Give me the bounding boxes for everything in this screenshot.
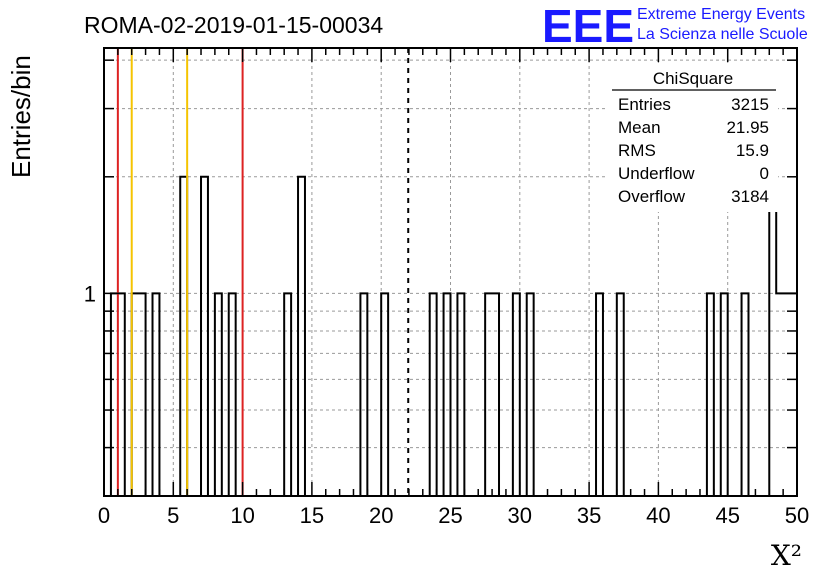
histogram-bar <box>492 293 499 496</box>
marker-lines <box>116 48 410 496</box>
histogram-bar <box>215 293 222 496</box>
histogram-bar <box>229 293 236 496</box>
stats-label: Mean <box>618 118 661 137</box>
histogram-bar <box>790 293 797 496</box>
stats-value: 15.9 <box>736 141 769 160</box>
x-tick-label: 20 <box>369 503 393 528</box>
histogram-bar <box>617 293 624 496</box>
x-tick-label: 40 <box>646 503 670 528</box>
histogram-bar <box>180 177 187 496</box>
logo-line1: Extreme Energy Events <box>637 6 805 23</box>
x-tick-label: 45 <box>715 503 739 528</box>
stats-value: 21.95 <box>726 118 769 137</box>
histogram-bar <box>381 293 388 496</box>
x-tick-label: 25 <box>438 503 462 528</box>
histogram-bar <box>769 177 776 496</box>
stats-label: RMS <box>618 141 656 160</box>
x-tick-label: 0 <box>98 503 110 528</box>
y-axis-label: Entries/bin <box>6 55 36 178</box>
x-axis-label: X² <box>771 539 802 572</box>
histogram-bar <box>284 293 291 496</box>
histogram-bar <box>721 293 728 496</box>
stats-rows: Entries 3215 Mean 21.95 RMS 15.9 Underflow 0 Ove… <box>618 95 769 206</box>
histogram-bar <box>298 177 305 496</box>
logo-letters: EEE <box>542 0 634 52</box>
x-tick-label: 50 <box>785 503 809 528</box>
x-tick-label: 15 <box>300 503 324 528</box>
histogram-bar <box>707 293 714 496</box>
stats-value: 3215 <box>731 95 769 114</box>
histogram-bar <box>527 293 534 496</box>
stats-label: Underflow <box>618 164 695 183</box>
x-tick-label: 5 <box>167 503 179 528</box>
histogram-bar <box>153 293 160 496</box>
histogram-bar <box>111 293 118 496</box>
logo-line2: La Scienza nelle Scuole <box>637 26 808 43</box>
eee-logo: EEE Extreme Energy Events La Scienza nel… <box>542 0 808 52</box>
histogram-bar <box>742 293 749 496</box>
axes <box>103 47 798 497</box>
histogram-bar <box>485 293 492 496</box>
stats-value: 0 <box>760 164 769 183</box>
stats-label: Overflow <box>618 187 686 206</box>
histogram-bar <box>776 293 783 496</box>
histogram-bar <box>118 293 125 496</box>
stats-value: 3184 <box>731 187 769 206</box>
x-tick-label: 35 <box>577 503 601 528</box>
stats-box: ChiSquare Entries 3215 Mean 21.95 RMS 15.9 Und… <box>608 66 778 212</box>
histogram-bar <box>430 293 437 496</box>
tick-labels: 0 5 10 15 20 25 30 35 40 45 50 1 <box>84 281 809 528</box>
chart-title: ROMA-02-2019-01-15-00034 <box>84 12 383 38</box>
x-tick-label: 10 <box>230 503 254 528</box>
x-tick-label: 30 <box>508 503 532 528</box>
histogram-bar <box>783 293 790 496</box>
y-tick-label: 1 <box>84 281 96 306</box>
histogram-bar <box>596 293 603 496</box>
histogram-bar <box>457 293 464 496</box>
histogram-bar <box>360 293 367 496</box>
histogram-bar <box>201 177 208 496</box>
histogram-bar <box>513 293 520 496</box>
histogram-bar <box>139 293 146 496</box>
stats-label: Entries <box>618 95 671 114</box>
histogram-bar <box>132 293 139 496</box>
stats-title: ChiSquare <box>653 69 733 88</box>
histogram-bar <box>444 293 451 496</box>
